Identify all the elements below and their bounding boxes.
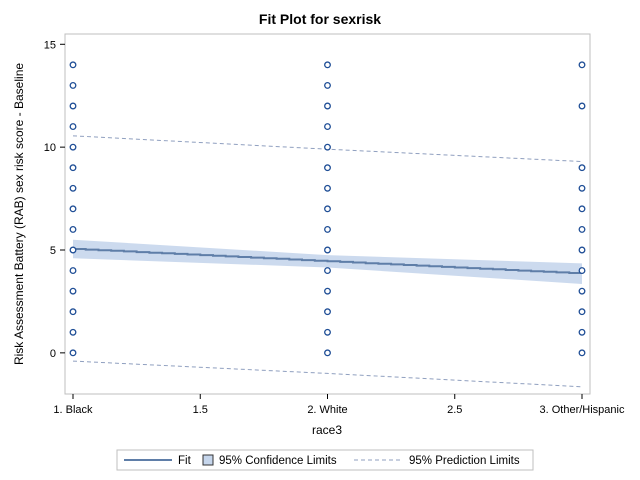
data-point xyxy=(578,102,586,110)
data-point xyxy=(69,349,77,357)
y-axis-label: Risk Assessment Battery (RAB) sex risk s… xyxy=(12,63,26,365)
fit-line xyxy=(73,248,583,274)
data-point xyxy=(324,81,331,89)
data-point xyxy=(324,205,331,213)
data-point xyxy=(69,328,77,336)
data-point xyxy=(324,287,331,295)
data-point xyxy=(324,328,331,336)
data-point xyxy=(578,164,586,172)
data-point xyxy=(324,123,331,131)
data-point xyxy=(578,308,586,316)
data-point xyxy=(69,267,77,275)
data-point xyxy=(324,308,331,316)
chart-title: Fit Plot for sexrisk xyxy=(259,11,381,27)
data-point xyxy=(69,225,77,233)
data-point xyxy=(578,287,586,295)
y-tick-label: 15 xyxy=(44,39,56,51)
data-point xyxy=(578,184,586,192)
data-point xyxy=(324,61,331,69)
data-point xyxy=(578,61,586,69)
data-point xyxy=(578,225,586,233)
legend-prediction-label: 95% Prediction Limits xyxy=(409,455,520,467)
data-point xyxy=(324,246,331,254)
data-point xyxy=(69,164,77,172)
data-point xyxy=(578,267,586,275)
x-tick-label: 3. Other/Hispanic xyxy=(540,404,625,416)
data-point xyxy=(578,328,586,336)
legend-fit-label: Fit xyxy=(178,455,192,467)
legend-confidence-swatch xyxy=(202,454,214,466)
data-point xyxy=(69,61,77,69)
y-tick-label: 5 xyxy=(50,245,56,257)
data-point xyxy=(324,267,331,275)
data-point xyxy=(324,143,331,151)
data-point xyxy=(324,349,331,357)
x-tick-label: 2.5 xyxy=(447,404,462,416)
legend: Fit 95% Confidence Limits 95% Prediction… xyxy=(116,449,534,471)
x-tick-label: 1.5 xyxy=(193,404,208,416)
data-point xyxy=(69,287,77,295)
data-point xyxy=(578,205,586,213)
data-point xyxy=(69,308,77,316)
data-point xyxy=(69,205,77,213)
x-tick-label: 2. White xyxy=(307,404,347,416)
data-point xyxy=(324,225,331,233)
data-point xyxy=(578,246,586,254)
y-tick-label: 0 xyxy=(50,348,56,360)
data-point xyxy=(578,349,586,357)
legend-confidence-label: 95% Confidence Limits xyxy=(219,455,337,467)
data-point xyxy=(69,143,77,151)
legend-box xyxy=(116,449,534,471)
data-point xyxy=(69,184,77,192)
prediction-limit-lower xyxy=(72,360,583,388)
data-point xyxy=(69,123,77,131)
data-point xyxy=(69,246,77,254)
data-point xyxy=(324,102,331,110)
x-axis-label: race3 xyxy=(312,423,342,437)
y-tick-label: 10 xyxy=(44,142,56,154)
data-point xyxy=(69,102,77,110)
data-point xyxy=(324,184,331,192)
data-point xyxy=(69,81,77,89)
x-tick-label: 1. Black xyxy=(53,404,93,416)
data-point xyxy=(324,164,331,172)
